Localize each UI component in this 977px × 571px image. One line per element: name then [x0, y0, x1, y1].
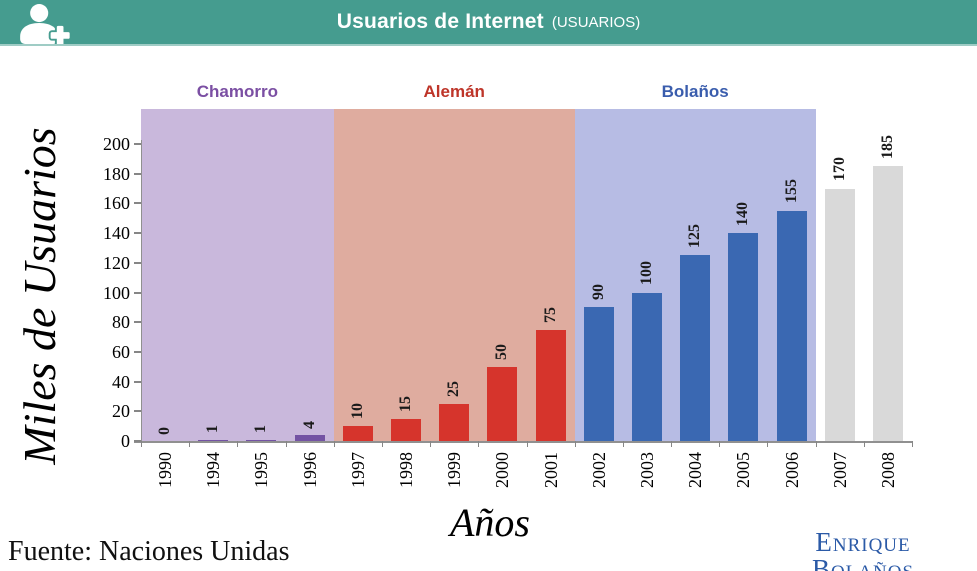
source-text: Fuente: Naciones Unidas — [8, 536, 290, 567]
bar-2002 — [583, 307, 614, 441]
bar-2000 — [487, 366, 518, 441]
x-tick — [141, 441, 142, 447]
y-tick-label: 20 — [112, 401, 130, 422]
y-tick-label: 60 — [112, 341, 130, 362]
era-band-aleman — [333, 109, 575, 441]
x-tick — [863, 441, 865, 447]
y-tick-label: 100 — [103, 282, 130, 303]
y-tick — [134, 410, 141, 413]
y-tick — [134, 291, 141, 294]
y-axis-title: Miles de Usuarios — [14, 127, 65, 465]
page-title: Usuarios de Internet (USUARIOS) — [0, 0, 977, 44]
bar-2008 — [872, 166, 903, 441]
x-tick-label-2007: 2007 — [829, 452, 850, 488]
y-axis-line — [141, 140, 142, 441]
x-tick — [430, 441, 432, 447]
x-tick — [767, 441, 769, 447]
x-tick — [381, 441, 383, 447]
x-axis-title: Años — [450, 500, 530, 545]
x-tick — [526, 441, 528, 447]
x-tick-label-2002: 2002 — [588, 452, 609, 488]
bar-value-2008: 185 — [878, 134, 896, 159]
bar-1999 — [439, 403, 470, 441]
x-tick — [719, 441, 721, 447]
y-tick — [134, 172, 141, 175]
x-tick — [574, 441, 576, 447]
y-tick — [134, 202, 141, 205]
y-tick — [134, 380, 141, 383]
bar-1994 — [198, 439, 229, 441]
title-text: Usuarios de Internet — [336, 10, 544, 33]
y-tick-label: 140 — [103, 223, 130, 244]
x-tick — [189, 441, 191, 447]
bar-2001 — [535, 329, 566, 441]
bar-2006 — [776, 210, 807, 441]
bar-value-2005: 140 — [734, 201, 752, 226]
bar-2005 — [728, 233, 759, 441]
x-tick — [912, 441, 913, 447]
bar-value-2001: 75 — [541, 306, 559, 323]
x-tick-label-1997: 1997 — [347, 452, 368, 488]
x-tick — [622, 441, 624, 447]
x-tick-label-1995: 1995 — [251, 452, 272, 488]
y-tick — [134, 143, 141, 145]
y-tick — [134, 232, 141, 235]
y-tick-label: 40 — [112, 371, 130, 392]
bar-1995 — [246, 439, 277, 441]
bar-2004 — [680, 255, 711, 441]
bar-value-2004: 125 — [686, 223, 704, 248]
era-band-chamorro — [141, 109, 334, 441]
x-tick-label-2005: 2005 — [733, 452, 754, 488]
y-tick — [134, 440, 141, 442]
x-tick-label-2006: 2006 — [781, 452, 802, 488]
x-tick-label-2003: 2003 — [636, 452, 657, 488]
x-tick — [478, 441, 480, 447]
y-tick-label: 0 — [121, 431, 130, 451]
logo-title: Enrique Bolaños — [761, 529, 965, 571]
bar-2007 — [824, 188, 855, 441]
bar-value-2002: 90 — [589, 284, 607, 301]
y-tick-label: 160 — [103, 193, 130, 214]
x-tick — [237, 441, 239, 447]
y-tick-label: 180 — [103, 163, 130, 184]
bar-value-2007: 170 — [830, 157, 848, 182]
y-tick-label: 200 — [103, 134, 130, 154]
bar-value-2006: 155 — [782, 179, 800, 204]
x-tick-label-1996: 1996 — [299, 452, 320, 488]
y-tick-label: 120 — [103, 252, 130, 273]
y-tick — [134, 350, 141, 353]
x-tick-label-1994: 1994 — [203, 452, 224, 488]
add-user-icon — [20, 4, 72, 44]
bar-value-2000: 50 — [493, 343, 511, 360]
x-tick — [285, 441, 287, 447]
bar-value-2003: 100 — [637, 261, 655, 285]
y-tick — [134, 261, 141, 264]
x-tick — [671, 441, 673, 447]
era-label-chamorro: Chamorro — [196, 82, 278, 101]
bar-1998 — [391, 418, 422, 441]
y-tick-label: 80 — [112, 312, 130, 333]
header-bar: Usuarios de Internet (USUARIOS) — [0, 0, 977, 46]
bar-1996 — [294, 435, 325, 441]
subtitle-text: (USUARIOS) — [551, 13, 641, 31]
y-tick — [134, 321, 141, 324]
x-tick — [815, 441, 817, 447]
x-tick — [333, 441, 335, 447]
x-tick-label-2004: 2004 — [685, 452, 706, 488]
x-tick-label-2008: 2008 — [877, 452, 898, 488]
x-axis-line — [134, 441, 912, 443]
era-label-bolanos: Bolaños — [661, 82, 729, 101]
era-label-aleman: Alemán — [423, 82, 485, 101]
bar-2003 — [631, 292, 662, 441]
bar-1997 — [342, 426, 373, 441]
x-tick-label-1990: 1990 — [155, 452, 176, 488]
biblioteca-logo: Enrique Bolaños BIBLIOTECA — [761, 529, 965, 571]
